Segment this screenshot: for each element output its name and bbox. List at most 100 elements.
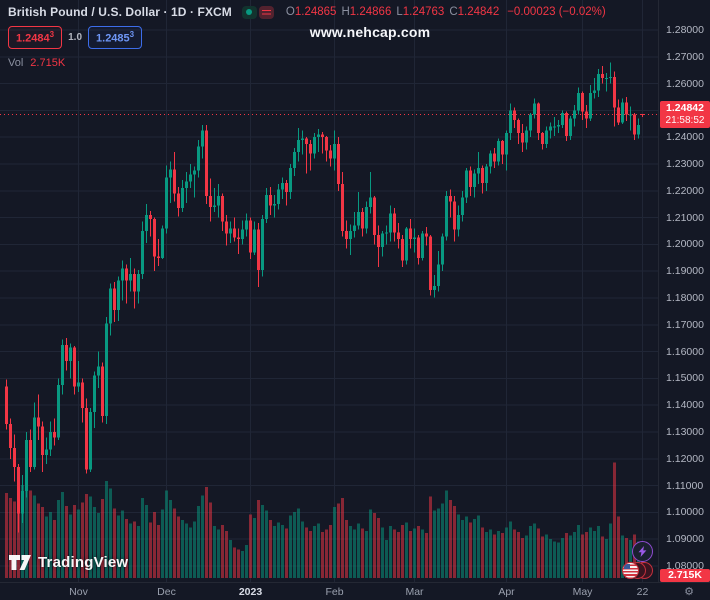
tradingview-logo[interactable]: TradingView bbox=[9, 554, 128, 571]
candle-body bbox=[293, 151, 296, 169]
candle-body bbox=[157, 256, 160, 258]
volume-bar bbox=[169, 500, 172, 578]
candle-body bbox=[349, 231, 352, 240]
volume-bar bbox=[141, 497, 144, 578]
volume-bar bbox=[357, 523, 360, 578]
time-tick-label: Mar bbox=[405, 586, 424, 598]
sell-bid-button[interactable]: 1.24843 bbox=[8, 26, 63, 49]
candle-body bbox=[185, 181, 188, 189]
low-label: L bbox=[396, 6, 403, 18]
volume-bar bbox=[437, 508, 440, 578]
candle-body bbox=[545, 130, 548, 144]
candle-body bbox=[565, 113, 568, 136]
volume-bar bbox=[117, 515, 120, 578]
candle-body bbox=[437, 264, 440, 286]
volume-bar bbox=[93, 507, 96, 578]
candle-body bbox=[361, 212, 364, 229]
volume-bar bbox=[285, 528, 288, 578]
volume-bar bbox=[53, 520, 56, 578]
lightning-icon[interactable] bbox=[632, 541, 653, 562]
last-price-flag: 1.24842 21:58:52 bbox=[660, 101, 710, 128]
candle-body bbox=[45, 449, 48, 455]
candle-body bbox=[425, 233, 428, 237]
volume-bar bbox=[65, 506, 68, 578]
volume-bar bbox=[581, 534, 584, 578]
candle-body bbox=[405, 228, 408, 261]
volume-bar bbox=[589, 527, 592, 578]
volume-bar bbox=[289, 515, 292, 578]
candle-body bbox=[17, 466, 20, 514]
volume-bar bbox=[425, 533, 428, 578]
candle-body bbox=[281, 182, 284, 190]
candle-body bbox=[377, 235, 380, 248]
volume-bar bbox=[341, 497, 344, 578]
price-axis[interactable]: 1.08000 1.09000 1.10000 1.11000 1.12000 1.130… bbox=[658, 0, 710, 582]
volume-bar bbox=[277, 522, 280, 578]
price-tick-label: 1.18000 bbox=[666, 292, 704, 304]
price-tick-label: 1.19000 bbox=[666, 265, 704, 278]
volume-bar bbox=[297, 508, 300, 578]
candle-body bbox=[253, 229, 256, 253]
change-value: −0.00023 (−0.02%) bbox=[507, 6, 606, 18]
candle-body bbox=[449, 196, 452, 202]
candle-body bbox=[589, 92, 592, 119]
candle-body bbox=[525, 130, 528, 143]
candle-body bbox=[637, 125, 640, 135]
candlestick-chart-canvas[interactable] bbox=[0, 0, 658, 582]
volume-bar bbox=[209, 502, 212, 578]
candle-body bbox=[313, 137, 316, 154]
candle-body bbox=[161, 228, 164, 258]
volume-bar bbox=[337, 503, 340, 578]
price-tick-label: 1.10000 bbox=[666, 506, 704, 519]
volume-bar bbox=[145, 504, 148, 578]
close-value: 1.24842 bbox=[457, 6, 500, 18]
candle-body bbox=[441, 236, 444, 265]
volume-bar bbox=[161, 509, 164, 578]
time-axis[interactable]: ⚙ Nov Dec 2023 Feb Mar Apr May 22 bbox=[0, 582, 710, 600]
candle-body bbox=[469, 170, 472, 187]
candle-body bbox=[133, 273, 136, 292]
price-tick-label: 1.09000 bbox=[666, 533, 704, 546]
candle-body bbox=[37, 417, 40, 427]
candle-body bbox=[65, 344, 68, 361]
volume-bar bbox=[389, 526, 392, 578]
candle-body bbox=[277, 189, 280, 205]
candle-body bbox=[61, 344, 64, 386]
candle-body bbox=[629, 114, 632, 116]
volume-bar bbox=[101, 498, 104, 578]
candle-body bbox=[301, 138, 304, 140]
volume-bar bbox=[153, 511, 156, 578]
symbol-title[interactable]: British Pound / U.S. Dollar · 1D · FXCM bbox=[8, 5, 232, 19]
volume-bar bbox=[205, 487, 208, 578]
axis-settings-gear-icon[interactable]: ⚙ bbox=[684, 586, 694, 598]
buy-ask-button[interactable]: 1.24853 bbox=[88, 26, 143, 49]
candle-body bbox=[481, 168, 484, 183]
price-tick-label: 1.13000 bbox=[666, 426, 704, 438]
volume-label[interactable]: Vol bbox=[8, 56, 24, 69]
ohlc-readout: O1.24865 H1.24866 L1.24763 C1.24842 −0.0… bbox=[286, 6, 606, 18]
volume-bar bbox=[557, 542, 560, 578]
volume-bar bbox=[317, 523, 320, 578]
candle-body bbox=[509, 110, 512, 134]
candle-body bbox=[149, 214, 152, 219]
candle-body bbox=[233, 228, 236, 238]
market-status-toggle[interactable] bbox=[241, 5, 274, 19]
volume-bar bbox=[329, 524, 332, 578]
candle-body bbox=[57, 385, 60, 438]
volume-bar bbox=[325, 529, 328, 578]
volume-bar bbox=[349, 526, 352, 578]
open-value: 1.24865 bbox=[294, 6, 337, 18]
time-tick-label: Dec bbox=[157, 586, 176, 598]
candle-body bbox=[89, 411, 92, 470]
volume-bar bbox=[613, 462, 616, 578]
candle-body bbox=[129, 273, 132, 281]
candle-body bbox=[445, 196, 448, 237]
volume-bar bbox=[33, 495, 36, 578]
volume-bar bbox=[401, 524, 404, 578]
candle-body bbox=[641, 114, 644, 116]
economic-events-flags[interactable] bbox=[622, 562, 662, 582]
candle-body bbox=[593, 90, 596, 93]
volume-bar bbox=[385, 540, 388, 578]
candle-body bbox=[561, 113, 564, 126]
volume-bar bbox=[537, 528, 540, 578]
